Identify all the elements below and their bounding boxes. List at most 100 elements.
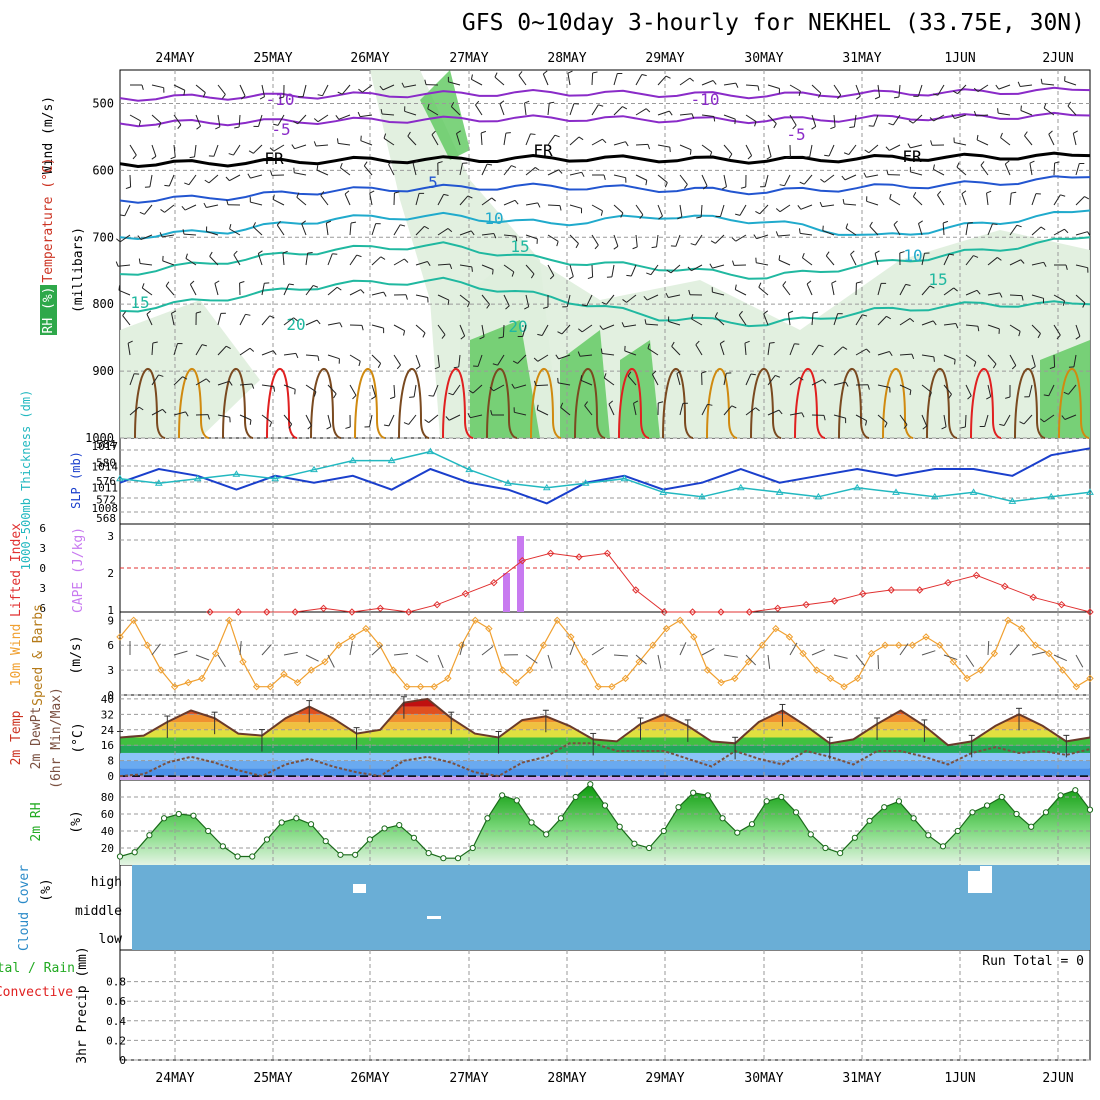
wind-barb xyxy=(1053,324,1061,336)
precip-panel: Run Total = 0 xyxy=(120,950,1090,1061)
contour-label: -5 xyxy=(271,120,290,139)
wind-barb xyxy=(302,84,307,97)
wind-speed-marker xyxy=(362,624,370,633)
wind-barb xyxy=(580,354,593,357)
rh-marker xyxy=(837,850,844,857)
wind-barb xyxy=(833,654,848,659)
wind-barb xyxy=(892,114,901,126)
wind-barb xyxy=(183,90,186,96)
wind-barb xyxy=(758,282,762,288)
wind-barb xyxy=(170,156,176,160)
wind-barb xyxy=(248,150,254,154)
wind-barb xyxy=(125,186,131,190)
wind-barb xyxy=(998,84,1011,90)
wind-barb xyxy=(943,414,947,427)
wind-barb xyxy=(547,169,560,176)
wind-barb xyxy=(873,114,879,127)
wind-barb xyxy=(635,74,643,86)
pressure-tick: 700 xyxy=(92,230,114,244)
wind-barb xyxy=(691,318,703,326)
contour-label: 10 xyxy=(484,209,503,228)
contour-line xyxy=(398,367,430,439)
wind-barb xyxy=(181,205,186,211)
wind-barb xyxy=(261,414,272,423)
wind-barb xyxy=(424,79,427,85)
wind-barb xyxy=(845,227,857,236)
wind-barb xyxy=(173,376,183,386)
cloud-panel xyxy=(132,865,1090,950)
wind-barb xyxy=(350,221,357,224)
rh-marker xyxy=(954,827,961,835)
date-label-top: 29MAY xyxy=(645,51,684,66)
rh-marker xyxy=(1086,806,1094,813)
contour-label: 10 xyxy=(903,246,922,265)
wind-barb xyxy=(666,269,672,274)
wind-barb xyxy=(1075,324,1081,337)
wind-barb xyxy=(624,324,637,328)
date-label-bottom: 1JUN xyxy=(944,1071,975,1086)
wind-barb xyxy=(842,198,845,205)
wind-barb xyxy=(1068,384,1077,395)
wind-barb xyxy=(567,70,573,74)
wind-barb xyxy=(735,213,741,216)
wind-speed-line xyxy=(119,618,1091,688)
cloud-fill xyxy=(132,865,1090,950)
rh-marker xyxy=(381,825,388,832)
contour-label: -10 xyxy=(691,90,720,109)
wind-barb xyxy=(789,642,798,656)
wind-barb xyxy=(613,204,624,214)
wind-barb xyxy=(525,294,530,307)
wind-barb xyxy=(644,319,647,325)
rh-marker xyxy=(587,781,594,788)
contour-line xyxy=(119,209,1091,241)
wind-barb xyxy=(1020,84,1033,87)
wind-barb xyxy=(490,410,493,416)
wind-barb xyxy=(196,311,202,314)
wind-barb xyxy=(413,384,417,397)
wind-barb xyxy=(460,335,466,340)
wind-barb xyxy=(239,347,251,356)
wind-barb xyxy=(151,643,161,656)
wind-barb xyxy=(745,114,757,122)
wind-barb xyxy=(986,190,992,194)
wind-barb xyxy=(987,223,993,236)
wind-barb xyxy=(884,422,888,428)
wind-barb xyxy=(714,316,725,326)
wind-speed-marker xyxy=(799,649,807,658)
wind-barb xyxy=(600,348,603,354)
wind-barb xyxy=(424,225,429,230)
wind-barb xyxy=(250,201,263,206)
wind-barb xyxy=(767,375,776,386)
pressure-tick: 600 xyxy=(92,163,114,177)
wind-barb xyxy=(941,426,947,430)
wind-barb xyxy=(712,264,725,269)
wind-barb xyxy=(122,311,126,316)
wind-barb xyxy=(557,331,563,335)
wind-barb xyxy=(992,223,998,225)
wind-barb xyxy=(739,204,747,216)
wind-barb xyxy=(250,174,263,179)
wind-barb xyxy=(448,414,461,421)
wind-barb xyxy=(403,330,406,336)
wind-barb xyxy=(327,286,338,296)
wind-barb xyxy=(560,407,571,416)
lifted-index-line xyxy=(210,552,1091,613)
wind-barb xyxy=(569,234,579,244)
wind-barb xyxy=(591,104,599,116)
wind-barb xyxy=(723,114,736,120)
wind-barb xyxy=(296,196,307,206)
wind-barb xyxy=(921,414,928,427)
wind-barb xyxy=(842,346,848,350)
wind-barb xyxy=(701,144,713,153)
wind-barb xyxy=(273,123,279,126)
wind-barb xyxy=(201,344,207,347)
wind-barb xyxy=(877,414,888,424)
wind-barb xyxy=(893,220,898,225)
wind-barb xyxy=(899,284,907,296)
lifted-index-marker xyxy=(206,608,214,616)
wind10-panel xyxy=(116,612,1094,696)
wind-barb xyxy=(999,292,1003,298)
wind-barb xyxy=(360,140,373,146)
wind-barb xyxy=(798,90,801,96)
wind-barb xyxy=(951,114,955,119)
